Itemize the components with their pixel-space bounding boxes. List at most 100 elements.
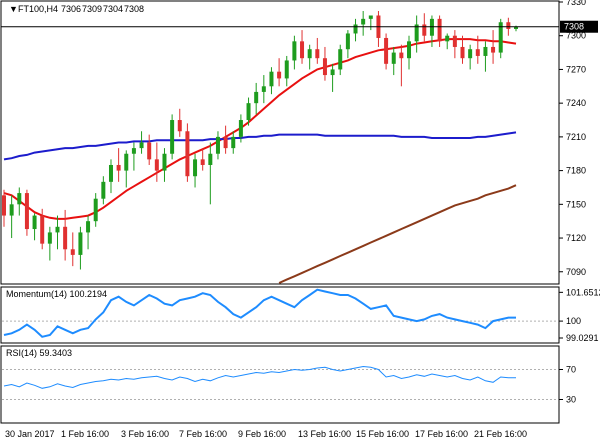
ohlc-close: 7308 — [124, 4, 144, 14]
candle-body — [422, 24, 427, 36]
momentum-panel-border — [0, 286, 560, 344]
candle — [399, 44, 404, 87]
rsi-title: RSI(14) 59.3403 — [6, 348, 72, 358]
momentum-line — [3, 288, 516, 338]
candle-body — [391, 52, 396, 64]
price-tick-label: 7090 — [566, 267, 586, 277]
candle-body — [101, 181, 106, 199]
candle-body — [491, 46, 496, 53]
candle-body — [277, 71, 282, 79]
current-price-label: 7308 — [564, 22, 584, 32]
candle — [261, 75, 266, 104]
candle — [452, 30, 457, 59]
candle-body — [445, 35, 450, 42]
candle-body — [93, 198, 98, 222]
time-label: 15 Feb 16:00 — [356, 429, 409, 439]
price-tick-label: 7150 — [566, 199, 586, 209]
candle-body — [63, 226, 68, 250]
candle — [292, 35, 297, 70]
price-tick-label: 7330 — [566, 0, 586, 7]
candle-body — [2, 195, 6, 216]
candle-body — [139, 142, 144, 149]
price-tick-label: 7300 — [566, 31, 586, 41]
candle — [200, 148, 205, 171]
candle — [170, 114, 175, 160]
candle-body — [147, 142, 152, 160]
candle-body — [78, 232, 83, 255]
candle — [368, 15, 373, 31]
candle-body — [315, 49, 320, 59]
candle — [307, 44, 312, 70]
sma-mid-line — [3, 131, 517, 161]
candle-body — [407, 41, 412, 59]
candle — [139, 131, 144, 154]
time-label: 3 Feb 16:00 — [121, 429, 169, 439]
candle — [483, 41, 488, 72]
candle-body — [124, 153, 129, 171]
sma-fast-line — [3, 38, 517, 220]
candle-body — [193, 159, 198, 177]
candle — [70, 232, 75, 267]
candle — [338, 44, 343, 76]
candle-body — [414, 24, 419, 42]
price-panel[interactable]: 7330 7300 7270 7240 7210 7180 7150 7120 7090 730… — [0, 0, 598, 285]
candle — [177, 108, 182, 137]
candle — [353, 18, 358, 42]
candle-body — [131, 148, 136, 154]
candle — [47, 226, 52, 261]
candle — [460, 35, 465, 64]
candle — [384, 33, 389, 70]
price-tick-label: 7270 — [566, 64, 586, 74]
candle — [238, 114, 243, 143]
ohlc-open: 7306 — [61, 4, 81, 14]
candle-body — [292, 41, 297, 61]
candle — [277, 58, 282, 87]
candle-body — [483, 46, 488, 56]
ohlc-high: 7309 — [82, 4, 102, 14]
candle — [414, 15, 419, 53]
candle-body — [154, 159, 159, 171]
candle — [131, 142, 136, 171]
collapse-triangle-icon[interactable]: ▼ — [9, 4, 18, 14]
time-label: 21 Feb 16:00 — [474, 429, 527, 439]
candle-body — [185, 131, 190, 177]
candle — [345, 30, 350, 59]
candle — [330, 63, 335, 92]
candle-body — [384, 37, 389, 64]
candle — [116, 148, 121, 182]
time-axis: 30 Jan 2017 1 Feb 16:00 3 Feb 16:00 7 Fe… — [5, 429, 527, 439]
candle-body — [215, 136, 220, 154]
time-label: 30 Jan 2017 — [5, 429, 55, 439]
price-tick-label: 7180 — [566, 166, 586, 176]
time-label: 1 Feb 16:00 — [61, 429, 109, 439]
candle-body — [177, 120, 182, 132]
rsi-tick-label: 30 — [566, 395, 576, 405]
rsi-panel-border — [0, 345, 560, 424]
candle-body — [506, 22, 511, 29]
candle — [78, 226, 83, 270]
candle-body — [86, 221, 91, 233]
sma-slow-line — [278, 184, 517, 284]
candle-body — [330, 69, 335, 76]
candle — [491, 30, 496, 64]
candle — [284, 55, 289, 87]
candle-body — [9, 204, 14, 216]
candle-body — [284, 60, 289, 79]
candle-body — [361, 18, 366, 25]
candle — [162, 148, 167, 182]
rsi-axis: 70 30 — [2, 365, 576, 405]
momentum-panel[interactable]: 101.6512 100 99.0291 Momentum(14) 100.2194 — [0, 286, 600, 344]
candle-body — [24, 193, 29, 230]
candle-body — [322, 58, 327, 76]
candle-body — [452, 35, 457, 47]
candle-body — [475, 49, 480, 56]
candle — [9, 195, 14, 239]
candle — [322, 46, 327, 81]
candle-body — [498, 22, 503, 53]
candle — [208, 142, 213, 205]
rsi-panel[interactable]: 70 30 RSI(14) 59.3403 — [0, 345, 576, 424]
rsi-tick-label: 70 — [566, 365, 576, 375]
candle — [32, 213, 37, 241]
candle-body — [429, 18, 434, 36]
